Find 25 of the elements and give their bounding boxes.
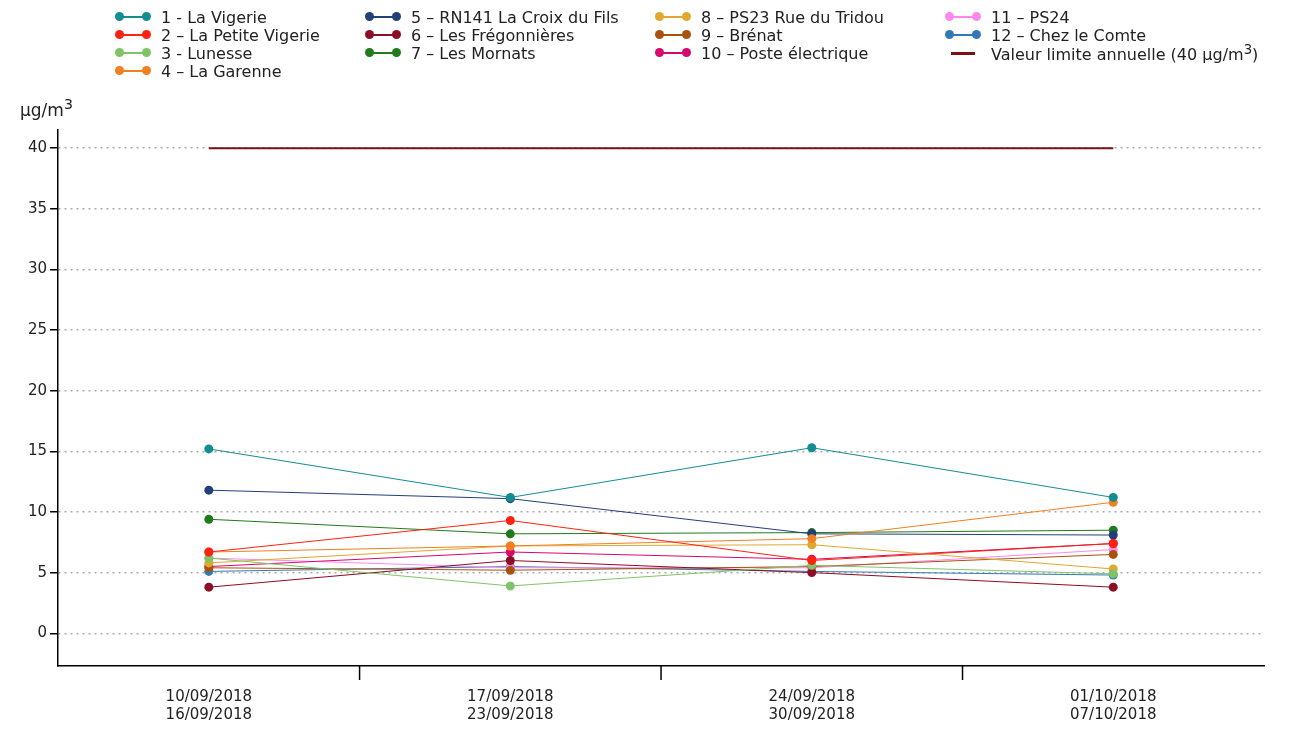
x-tick-label: 10/09/2018 16/09/2018 <box>165 686 253 723</box>
legend-label: 3 - Lunesse <box>161 43 253 63</box>
y-tick-label: 40 <box>27 138 48 157</box>
legend-label: 7 – Les Mornats <box>411 43 536 63</box>
y-tick-label: 0 <box>37 623 48 642</box>
legend-label: 9 – Brénat <box>701 25 783 45</box>
x-tick-label: 17/09/2018 23/09/2018 <box>467 686 554 723</box>
y-tick-label: 5 <box>37 562 48 581</box>
legend-label: 10 – Poste électrique <box>701 43 869 63</box>
x-tick-label: 01/10/2018 07/10/2018 <box>1070 686 1157 723</box>
legend-label: 8 – PS23 Rue du Tridou <box>701 7 884 27</box>
y-tick-label: 30 <box>27 259 48 278</box>
legend-label: 2 – La Petite Vigerie <box>161 25 320 45</box>
y-tick-label: 35 <box>27 198 48 217</box>
legend-label: 1 - La Vigerie <box>161 7 267 27</box>
legend-label: 11 – PS24 <box>991 7 1070 27</box>
legend-label: 4 – La Garenne <box>161 61 282 81</box>
y-axis-title: µg/m$^{3}$ <box>20 96 73 120</box>
y-tick-label: 10 <box>27 501 48 520</box>
legend-label: 5 – RN141 La Croix du Fils <box>411 7 619 27</box>
y-tick-label: 20 <box>27 380 48 399</box>
x-tick-label: 24/09/2018 30/09/2018 <box>768 686 856 723</box>
y-tick-label: 15 <box>27 441 48 460</box>
legend-label: 6 – Les Frégonnières <box>411 25 575 45</box>
y-tick-label: 25 <box>27 319 48 338</box>
